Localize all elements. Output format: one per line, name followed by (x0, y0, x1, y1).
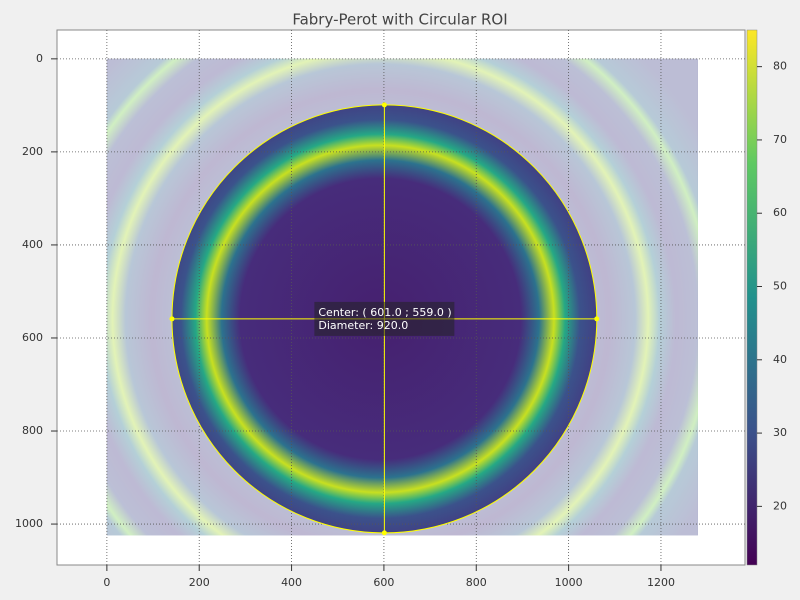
x-tick-label: 600 (373, 576, 394, 589)
chart-title: Fabry-Perot with Circular ROI (292, 11, 507, 29)
roi-info: Center: ( 601.0 ; 559.0 ) (318, 306, 451, 319)
x-tick-label: 0 (103, 576, 110, 589)
x-tick-label: 1000 (555, 576, 583, 589)
x-tick-label: 400 (281, 576, 302, 589)
y-tick-label: 600 (22, 331, 43, 344)
colorbar-tick-label: 70 (773, 133, 787, 146)
colorbar-tick-label: 40 (773, 353, 787, 366)
roi-handle (169, 316, 175, 322)
colorbar-tick-label: 80 (773, 60, 787, 73)
colorbar-tick-label: 30 (773, 426, 787, 439)
y-tick-label: 800 (22, 424, 43, 437)
y-tick-label: 200 (22, 145, 43, 158)
x-tick-label: 200 (189, 576, 210, 589)
colorbar-tick-label: 60 (773, 206, 787, 219)
colorbar (746, 29, 758, 566)
roi-handle (594, 316, 600, 322)
roi-handle (381, 102, 387, 108)
colorbar-tick-label: 50 (773, 280, 787, 293)
x-tick-label: 1200 (647, 576, 675, 589)
y-tick-label: 0 (36, 52, 43, 65)
roi-info-box (314, 301, 455, 336)
roi-info: Diameter: 920.0 (318, 319, 408, 332)
y-tick-label: 400 (22, 238, 43, 251)
roi-handle (381, 530, 387, 536)
y-tick-label: 1000 (15, 517, 43, 530)
colorbar-tick-label: 20 (773, 499, 787, 512)
x-tick-label: 800 (466, 576, 487, 589)
